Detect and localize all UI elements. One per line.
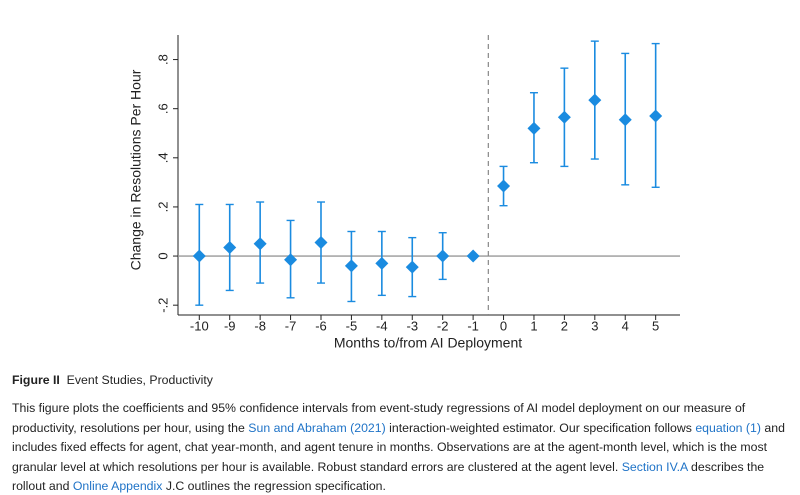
x-tick-label: -2 — [437, 318, 449, 333]
figure-title: Event Studies, Productivity — [66, 373, 213, 387]
caption-text: interaction-weighted estimator. Our spec… — [385, 420, 696, 435]
link[interactable]: Online Appendix — [72, 479, 163, 494]
x-axis-label: Months to/from AI Deployment — [334, 335, 522, 351]
point — [618, 113, 632, 127]
point — [192, 249, 206, 263]
x-tick-label: 4 — [622, 318, 629, 333]
y-axis-label: Change in Resolutions Per Hour — [128, 69, 144, 270]
x-tick-label: -10 — [190, 318, 209, 333]
y-tick-label: .6 — [155, 103, 170, 114]
link[interactable]: Sun and Abraham (2021) — [248, 420, 386, 435]
point — [436, 249, 450, 263]
x-tick-label: -3 — [406, 318, 418, 333]
x-tick-label: -6 — [315, 318, 327, 333]
x-tick-label: 3 — [591, 318, 598, 333]
caption-text: describes the rollout and — [12, 459, 765, 494]
x-tick-label: -8 — [254, 318, 266, 333]
point — [527, 121, 541, 135]
caption-heading: Figure II Event Studies, Productivity — [12, 371, 792, 390]
x-tick-label: 5 — [652, 318, 659, 333]
link[interactable]: Section IV.A — [621, 459, 688, 474]
point — [344, 259, 358, 273]
x-tick-label: 1 — [530, 318, 537, 333]
point — [466, 249, 480, 263]
y-tick-label: 0 — [155, 252, 170, 259]
point — [314, 236, 328, 250]
caption-text: and includes fixed effects for agent, ch… — [12, 420, 785, 474]
x-tick-label: 2 — [561, 318, 568, 333]
x-tick-label: 0 — [500, 318, 507, 333]
point — [405, 260, 419, 274]
point — [588, 93, 602, 107]
y-tick-label: -.2 — [155, 298, 170, 313]
point — [557, 110, 571, 124]
y-tick-label: .4 — [155, 152, 170, 163]
link[interactable]: equation (1) — [695, 420, 761, 435]
caption: Figure II Event Studies, Productivity Th… — [12, 371, 792, 495]
x-tick-label: -5 — [346, 318, 358, 333]
x-tick-label: -7 — [285, 318, 297, 333]
point — [223, 240, 237, 254]
x-tick-label: -9 — [224, 318, 236, 333]
x-tick-label: -4 — [376, 318, 388, 333]
y-tick-label: .2 — [155, 202, 170, 213]
point — [497, 179, 511, 193]
caption-body: This figure plots the coefficients and 9… — [12, 399, 792, 495]
point — [284, 253, 298, 267]
y-tick-label: .8 — [155, 54, 170, 65]
point — [253, 237, 267, 251]
x-tick-label: -1 — [467, 318, 479, 333]
point — [375, 256, 389, 270]
point — [649, 109, 663, 123]
chart: Change in Resolutions Per Hour Months to… — [128, 35, 680, 351]
caption-text: J.C outlines the regression specificatio… — [162, 479, 386, 494]
figure-label: Figure II — [12, 373, 60, 387]
caption-text: This figure plots the coefficients and 9… — [12, 401, 746, 435]
